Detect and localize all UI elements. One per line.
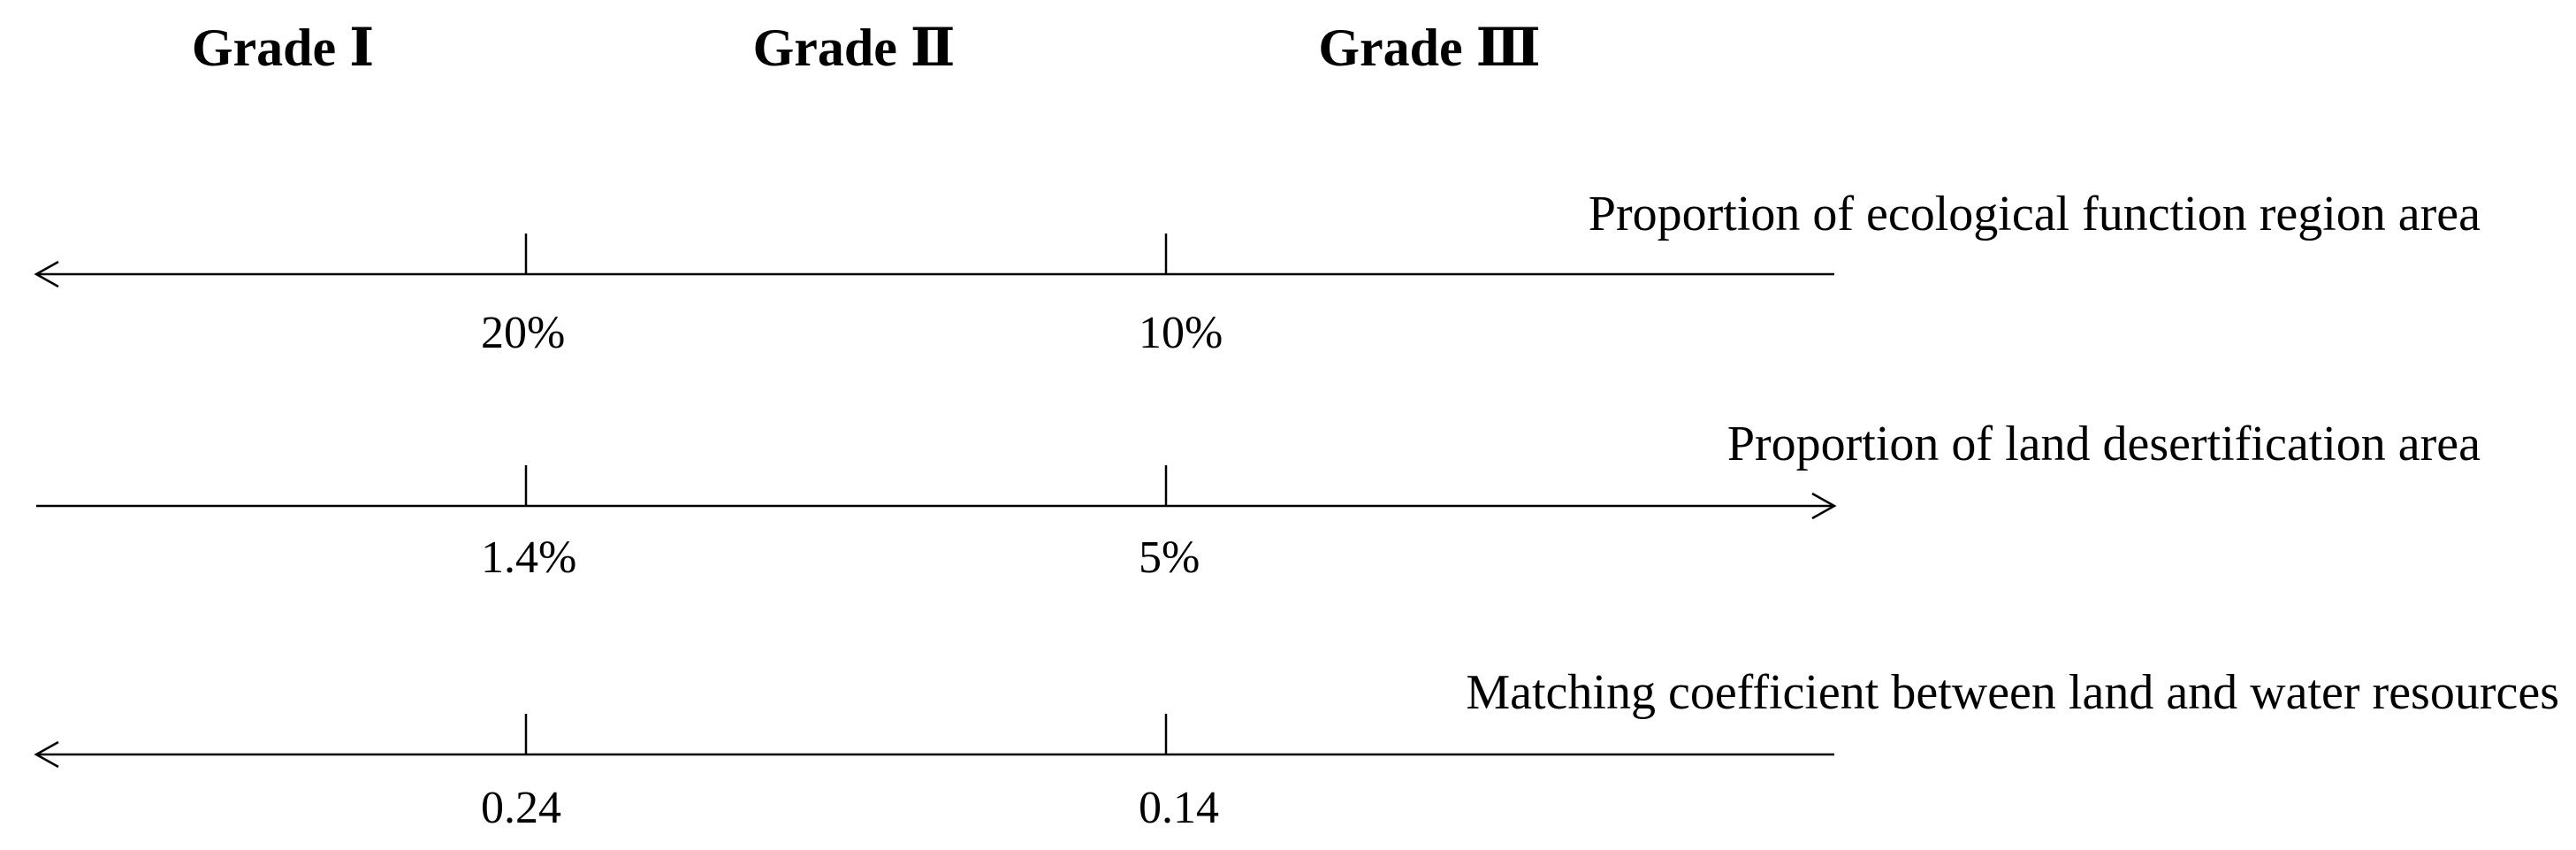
axis: Proportion of ecological function region… (34, 187, 2481, 358)
tick-label: 0.14 (1139, 783, 1219, 833)
axis-label: Proportion of land desertification area (1727, 417, 2481, 471)
arrow-head (34, 740, 59, 769)
tick-label: 5% (1139, 532, 1200, 583)
axis: Matching coefficient between land and wa… (34, 665, 2559, 833)
tick-label: 0.24 (481, 783, 561, 833)
grade-header: Grade Ⅱ (753, 19, 956, 77)
grade-header: Grade Ⅰ (192, 19, 374, 77)
tick-label: 10% (1139, 308, 1223, 358)
axis-label: Proportion of ecological function region… (1589, 187, 2481, 241)
tick-label: 1.4% (481, 532, 576, 583)
arrow-head (1811, 492, 1837, 520)
axis-label: Matching coefficient between land and wa… (1466, 665, 2559, 720)
axis: Proportion of land desertification area … (36, 417, 2481, 583)
tick-label: 20% (481, 308, 565, 358)
arrow-head (34, 260, 59, 288)
grade-header: Grade Ⅲ (1318, 19, 1540, 77)
